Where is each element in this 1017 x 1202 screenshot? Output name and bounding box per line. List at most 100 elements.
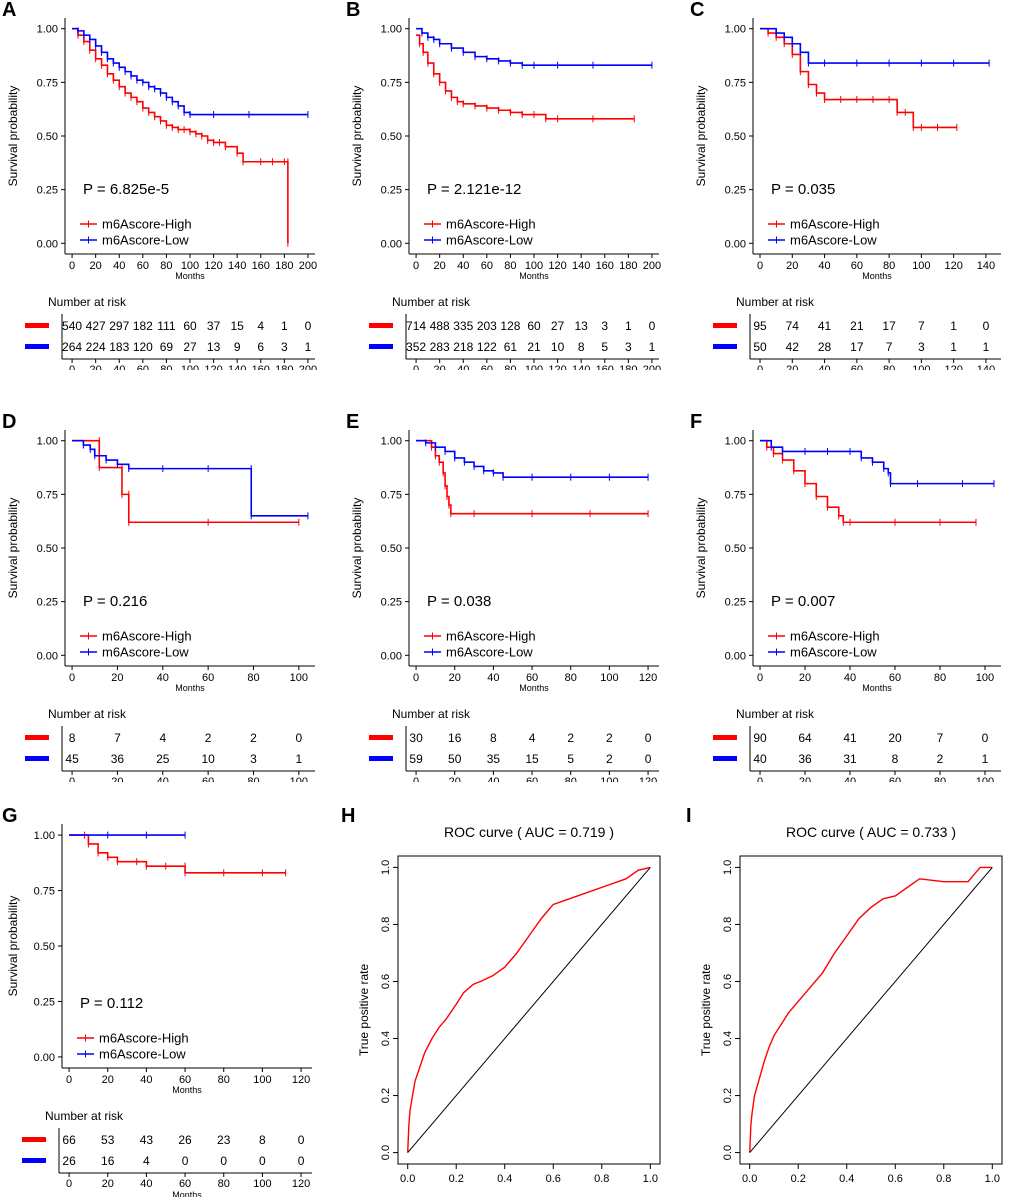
risk-count-high: 1 <box>625 319 632 333</box>
risk-x-tick-label: 100 <box>600 776 618 782</box>
legend-label-high: m6Ascore-High <box>790 217 880 232</box>
roc-curve <box>749 866 993 1153</box>
panel-i: I ROC curve ( AUC = 0.733 ) 0.0 0.2 0.4 0.6 0.… <box>680 805 1017 1202</box>
roc-curve <box>407 866 651 1153</box>
risk-swatch-low <box>713 756 737 761</box>
risk-x-tick-label: 40 <box>844 776 856 782</box>
y-tick-label: 0.75 <box>381 77 402 89</box>
risk-x-tick-label: 20 <box>786 364 798 370</box>
y-tick-label: 0.25 <box>34 996 55 1008</box>
risk-table-title: Number at risk <box>392 707 471 721</box>
risk-count-low: 2 <box>937 752 944 766</box>
chart-f: F0.000.250.500.751.000 20 40 60 80 100MonthsS… <box>690 411 1001 798</box>
risk-count-high: 1 <box>950 319 957 333</box>
panel-d: D 0.00 0.25 0.50 0.75 1.00 0 20 40 60 80 100 Months S… <box>0 411 330 798</box>
x-tick-label: 1.0 <box>643 1173 658 1185</box>
risk-count-high: 90 <box>753 731 767 745</box>
y-tick-label: 1.00 <box>34 830 55 842</box>
risk-x-tick-label: 200 <box>643 364 661 370</box>
risk-count-low: 16 <box>101 1154 115 1168</box>
diagonal-reference-line <box>749 867 993 1153</box>
risk-count-high: 4 <box>159 731 166 745</box>
risk-count-high: 1 <box>281 319 288 333</box>
x-tick-label: 180 <box>619 260 637 272</box>
risk-x-tick-label: 0 <box>413 776 419 782</box>
x-tick-label: 0.6 <box>888 1173 903 1185</box>
x-tick-label: 80 <box>565 672 577 684</box>
x-tick-label: 0.2 <box>791 1173 806 1185</box>
y-tick-label: 0.25 <box>725 597 746 609</box>
risk-x-tick-label: 120 <box>944 364 962 370</box>
risk-swatch-low <box>713 344 737 349</box>
risk-x-tick-label: 80 <box>218 1178 230 1190</box>
x-tick-label: 80 <box>934 672 946 684</box>
risk-x-tick-label: 60 <box>481 364 493 370</box>
x-tick-label: 140 <box>228 260 246 272</box>
chart-b: B0.000.250.500.751.000 20 40 60 80 100 120 140 1… <box>346 0 661 386</box>
risk-count-high: 16 <box>448 731 462 745</box>
risk-count-low: 0 <box>298 1154 305 1168</box>
risk-x-tick-label: 60 <box>851 364 863 370</box>
x-tick-label: 40 <box>113 260 125 272</box>
high-survival-curve <box>760 439 976 524</box>
risk-x-tick-label: 0 <box>69 776 75 782</box>
panel-g: G 0.00 0.25 0.50 0.75 1.00 0 20 40 60 80 100 120 Mont… <box>0 805 330 1200</box>
risk-count-low: 7 <box>886 340 893 354</box>
risk-count-high: 2 <box>250 731 257 745</box>
risk-count-high: 60 <box>183 319 197 333</box>
p-value: P = 2.121e-12 <box>427 181 521 198</box>
panel-h: H ROC curve ( AUC = 0.719 ) 0.0 0.2 0.4 0.6 0.… <box>335 805 673 1202</box>
risk-swatch-high <box>713 323 737 328</box>
roc-title: ROC curve ( AUC = 0.733 ) <box>786 824 956 840</box>
risk-count-high: 427 <box>86 319 106 333</box>
risk-table-title: Number at risk <box>736 707 815 721</box>
y-tick-label: 0.50 <box>381 131 402 143</box>
y-tick-label: 0.00 <box>37 238 58 250</box>
risk-x-tick-label: 0 <box>413 364 419 370</box>
x-tick-label: 200 <box>299 260 317 272</box>
risk-count-low: 35 <box>487 752 501 766</box>
x-tick-label: 20 <box>111 672 123 684</box>
legend-label-high: m6Ascore-High <box>446 629 536 644</box>
chart-d: D0.000.250.500.751.000 20 40 60 80 100MonthsS… <box>2 411 315 798</box>
high-survival-curve <box>416 34 635 120</box>
x-tick-label: 60 <box>889 672 901 684</box>
risk-count-low: 1 <box>649 340 656 354</box>
risk-count-high: 128 <box>500 319 520 333</box>
y-axis-label: Survival probability <box>6 498 20 599</box>
high-survival-curve <box>72 27 289 244</box>
risk-x-tick-label: 40 <box>487 776 499 782</box>
risk-x-tick-label: 160 <box>596 364 614 370</box>
x-tick-label: 20 <box>799 672 811 684</box>
plot-frame <box>397 855 661 1165</box>
risk-count-high: 335 <box>453 319 473 333</box>
y-tick-label: 0.25 <box>725 185 746 197</box>
x-tick-label: 40 <box>818 260 830 272</box>
panel-c: C 0.00 0.25 0.50 0.75 1.00 0 20 40 60 80 100 120 140 M… <box>688 0 1017 386</box>
x-tick-label: 60 <box>137 260 149 272</box>
risk-count-high: 111 <box>157 319 176 333</box>
risk-count-high: 60 <box>527 319 541 333</box>
risk-count-high: 0 <box>649 319 656 333</box>
risk-x-tick-label: 200 <box>299 364 317 370</box>
risk-x-tick-label: 60 <box>137 364 149 370</box>
y-tick-label: 1.0 <box>380 860 392 875</box>
x-tick-label: 200 <box>643 260 661 272</box>
x-tick-label: 0.8 <box>594 1173 609 1185</box>
y-axis-label: Survival probability <box>694 498 708 599</box>
x-tick-label: 100 <box>525 260 543 272</box>
risk-count-low: 5 <box>567 752 574 766</box>
x-tick-label: 20 <box>434 260 446 272</box>
x-tick-label: 100 <box>253 1074 271 1086</box>
risk-x-tick-label: 140 <box>228 364 246 370</box>
low-survival-curve <box>760 439 994 485</box>
high-survival-curve <box>72 439 299 524</box>
risk-count-high: 0 <box>298 1133 305 1147</box>
risk-count-high: 41 <box>818 319 832 333</box>
risk-count-high: 23 <box>217 1133 231 1147</box>
risk-swatch-high <box>369 323 393 328</box>
y-tick-label: 0.2 <box>380 1088 392 1103</box>
x-tick-label: 80 <box>247 672 259 684</box>
risk-count-low: 1 <box>983 340 990 354</box>
x-axis-label: Months <box>862 683 892 693</box>
